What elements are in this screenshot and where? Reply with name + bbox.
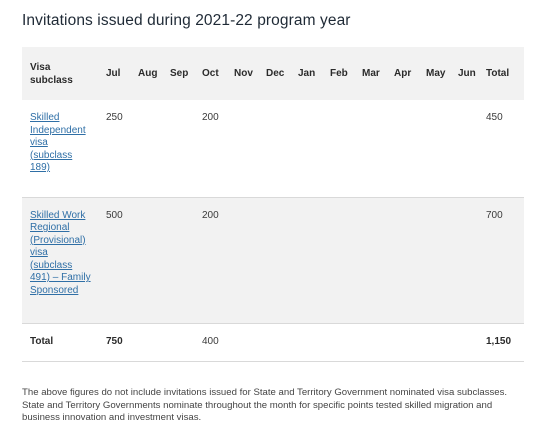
total-label: Total [30,336,54,347]
visa-link-line: 189) [30,162,51,173]
cell-mar [358,100,390,197]
visa-link-line: (Provisional) [30,234,86,246]
table-header-row: Visa subclass Jul Aug Sep Oct Nov Dec Ja… [22,47,524,100]
total-nov [230,323,262,361]
header-month-nov: Nov [234,68,253,79]
page-title: Invitations issued during 2021-22 progra… [22,12,351,29]
total-jun [454,323,486,361]
header-month-jun: Jun [458,68,476,79]
cell-jan [294,197,326,323]
cell-nov [230,100,262,197]
total-sep [166,323,198,361]
cell-nov [230,197,262,323]
cell-jan [294,100,326,197]
visa-link-491[interactable]: Skilled Work Regional (Provisional) visa… [30,210,98,298]
visa-link-189[interactable]: Skilled Independent visa (subclass 189) [30,112,98,175]
header-visa-subclass: Visa subclass [22,47,102,100]
cell-aug [134,100,166,197]
header-visa-line2: subclass [30,74,73,86]
cell-feb [326,100,358,197]
cell-jun [454,197,486,323]
header-month-oct: Oct [202,68,219,79]
header-month-sep: Sep [170,68,189,79]
cell-apr [390,100,422,197]
visa-link-line: Regional [30,222,70,233]
header-total: Total [486,68,510,79]
total-oct: 400 [202,336,219,347]
visa-link-line: (subclass [30,149,73,161]
header-month-jul: Jul [106,68,121,79]
cell-mar [358,197,390,323]
total-apr [390,323,422,361]
cell-oct: 200 [202,112,219,123]
visa-link-line: Skilled Work [30,209,86,221]
visa-link-line: (subclass [30,259,73,271]
cell-may [422,197,454,323]
visa-link-line: visa [30,247,48,258]
footnote: The above figures do not include invitat… [22,387,508,424]
total-may [422,323,454,361]
visa-link-line: visa [30,137,48,148]
cell-jun [454,100,486,197]
total-jul: 750 [106,336,123,347]
table-row: Skilled Work Regional (Provisional) visa… [22,197,524,323]
cell-may [422,100,454,197]
header-visa-line1: Visa [30,61,51,73]
table-total-row: Total 750 400 1,150 [22,323,524,361]
header-month-mar: Mar [362,68,380,79]
total-dec [262,323,294,361]
cell-jul: 500 [106,209,123,221]
header-month-jan: Jan [298,68,316,79]
cell-dec [262,100,294,197]
total-aug [134,323,166,361]
cell-sep [166,100,198,197]
cell-oct: 200 [202,209,219,221]
visa-cell: Skilled Independent visa (subclass 189) [22,100,102,197]
cell-total: 700 [486,209,503,221]
cell-feb [326,197,358,323]
total-feb [326,323,358,361]
cell-sep [166,197,198,323]
total-mar [358,323,390,361]
visa-link-line: 491) – Family [30,272,91,283]
visa-link-line: Sponsored [30,284,79,296]
cell-jul: 250 [106,112,123,123]
cell-aug [134,197,166,323]
header-month-may: May [426,68,446,79]
header-month-aug: Aug [138,68,158,79]
total-jan [294,323,326,361]
header-month-dec: Dec [266,68,285,79]
visa-cell: Skilled Work Regional (Provisional) visa… [22,197,102,323]
visa-link-line: Independent [30,124,86,136]
invitations-table: Visa subclass Jul Aug Sep Oct Nov Dec Ja… [22,47,524,362]
table-row: Skilled Independent visa (subclass 189) … [22,100,524,197]
header-month-apr: Apr [394,68,412,79]
cell-dec [262,197,294,323]
cell-total: 450 [486,112,503,123]
header-month-feb: Feb [330,68,348,79]
cell-apr [390,197,422,323]
total-grand: 1,150 [486,336,512,347]
visa-link-line: Skilled [30,112,60,123]
